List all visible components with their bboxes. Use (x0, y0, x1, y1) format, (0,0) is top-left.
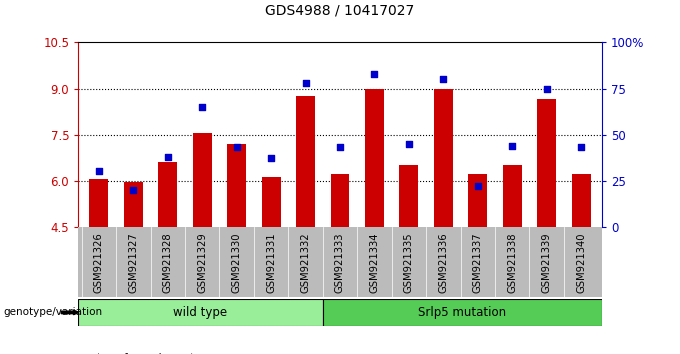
Bar (192, 133, 211, 227)
Point (128, 187, 139, 193)
Point (438, 76, 449, 82)
Point (369, 71, 380, 76)
Bar (503, 165, 522, 227)
Point (163, 154, 173, 159)
Point (335, 144, 345, 150)
Text: genotype/variation: genotype/variation (3, 307, 103, 318)
Text: wild type: wild type (173, 306, 227, 319)
Bar (124, 182, 143, 227)
Bar (322, 299, 602, 326)
Bar (296, 96, 315, 227)
Point (231, 144, 242, 150)
Point (507, 143, 517, 148)
Text: GSM921337: GSM921337 (473, 232, 483, 293)
Point (266, 156, 277, 161)
Bar (537, 99, 556, 227)
Text: GSM921334: GSM921334 (369, 232, 379, 293)
Text: GSM921330: GSM921330 (232, 232, 241, 293)
Text: GSM921328: GSM921328 (163, 232, 173, 293)
Bar (158, 162, 177, 227)
Point (473, 183, 483, 189)
Bar (262, 177, 281, 227)
Text: GSM921340: GSM921340 (576, 232, 586, 293)
Bar (89, 179, 108, 227)
Text: GSM921338: GSM921338 (507, 232, 517, 293)
Bar (572, 175, 591, 227)
Text: GDS4988 / 10417027: GDS4988 / 10417027 (265, 4, 415, 18)
Bar (399, 165, 418, 227)
Bar (227, 144, 246, 227)
Text: GSM921332: GSM921332 (301, 232, 311, 293)
Point (300, 80, 311, 86)
Bar (469, 175, 488, 227)
Text: GSM921331: GSM921331 (266, 232, 276, 293)
Point (541, 86, 552, 91)
Text: GSM921327: GSM921327 (129, 232, 138, 293)
Point (93, 169, 104, 174)
Text: GSM921333: GSM921333 (335, 232, 345, 293)
Bar (434, 88, 453, 227)
Text: Srlp5 mutation: Srlp5 mutation (418, 306, 506, 319)
Text: GSM921335: GSM921335 (404, 232, 414, 293)
Bar (78, 299, 322, 326)
Text: GSM921336: GSM921336 (439, 232, 448, 293)
Point (576, 144, 587, 150)
Text: GSM921329: GSM921329 (197, 232, 207, 293)
Text: transformed count: transformed count (97, 353, 194, 354)
Point (403, 141, 414, 147)
Bar (365, 88, 384, 227)
Point (197, 104, 207, 110)
Text: GSM921339: GSM921339 (542, 232, 551, 293)
Bar (330, 175, 350, 227)
Text: GSM921326: GSM921326 (94, 232, 104, 293)
